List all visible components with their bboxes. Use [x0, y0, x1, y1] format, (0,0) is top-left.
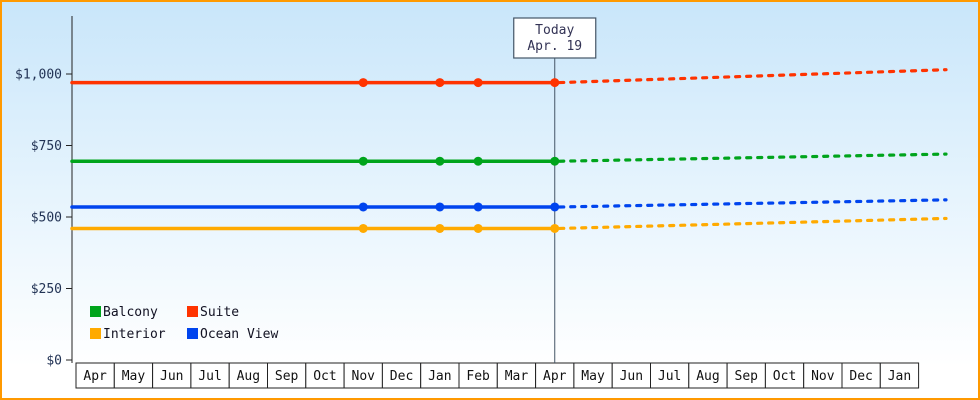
x-axis-month-cell: May [573, 362, 613, 389]
x-axis-month-label: Jan [428, 369, 451, 384]
x-axis-month-cell: Aug [688, 362, 728, 389]
series-marker [473, 78, 483, 88]
x-axis-month-label: Jun [160, 369, 183, 384]
series-marker [435, 223, 445, 233]
x-axis-month-label: Apr [83, 369, 107, 384]
x-axis-month-cell: Oct [764, 362, 805, 389]
series-marker [435, 156, 445, 166]
series-marker [358, 156, 368, 166]
series-marker [358, 78, 368, 88]
x-axis-month-cell: Feb [458, 362, 498, 389]
x-axis-month-label: May [122, 369, 146, 384]
legend-swatch [187, 328, 198, 339]
series-balcony [70, 152, 948, 166]
x-axis-month-label: Nov [811, 369, 835, 384]
x-axis-month-cell: Aug [228, 362, 268, 389]
x-axis-month-label: Dec [390, 369, 413, 384]
x-axis-month-cell: Jan [879, 362, 920, 389]
series-marker [435, 202, 445, 212]
x-axis-month-cell: Jun [611, 362, 652, 389]
x-axis-month-label: Apr [543, 369, 567, 384]
series-forecast-line [558, 68, 948, 85]
series-marker [550, 202, 560, 212]
x-axis-month-cell: Jun [152, 362, 192, 389]
series-marker [435, 78, 445, 88]
x-axis-month-cell: Dec [381, 362, 422, 389]
legend-label: Balcony [103, 305, 158, 320]
series-marker [473, 156, 483, 166]
x-axis-month-label: Nov [352, 369, 376, 384]
x-axis-month-label: Oct [313, 369, 336, 384]
y-axis-label: $0 [46, 354, 62, 369]
x-axis-month-label: Mar [505, 369, 529, 384]
series-ocean-view [70, 198, 948, 212]
x-axis-month-label: Sep [275, 369, 299, 384]
series-marker [358, 202, 368, 212]
x-axis-month-label: Jul [658, 369, 681, 384]
x-axis-month-label: Aug [237, 369, 260, 384]
x-axis-month-cell: Jul [650, 362, 690, 389]
x-axis-month-label: Oct [773, 369, 796, 384]
series-suite [70, 68, 948, 88]
x-axis-month-cell: Apr [535, 362, 575, 389]
x-axis-month-label: Aug [696, 369, 719, 384]
x-axis-month-cell: Nov [803, 362, 843, 389]
x-axis-month-cell: Sep [267, 362, 307, 389]
series-marker [473, 202, 483, 212]
legend-label: Ocean View [200, 327, 278, 342]
series-forecast-line [558, 198, 948, 209]
y-axis-label: $250 [31, 282, 62, 297]
series-marker [550, 78, 560, 88]
x-axis-month-cell: Apr [75, 362, 115, 389]
x-axis-month-cell: Dec [841, 362, 881, 389]
x-axis-month-cell: Nov [343, 362, 383, 389]
series-forecast-line [558, 152, 948, 163]
legend: Balcony Suite Interior Ocean View [90, 305, 278, 342]
x-axis-month-label: Feb [466, 369, 490, 384]
series-interior [70, 216, 948, 233]
legend-swatch [187, 306, 198, 317]
today-flag-date: Apr. 19 [527, 39, 582, 54]
x-axis-month-cell: Oct [305, 362, 345, 389]
series-marker [473, 223, 483, 233]
series-forecast-line [558, 216, 948, 231]
x-axis-month-label: Jun [620, 369, 643, 384]
legend-swatch [90, 306, 101, 317]
y-axis-label: $1,000 [15, 68, 62, 83]
x-axis-month-cell: Jul [190, 362, 230, 389]
legend-label: Interior [103, 327, 166, 342]
x-axis-month-label: Jan [888, 369, 911, 384]
x-axis-month-cell: Mar [496, 362, 537, 389]
legend-label: Suite [200, 305, 239, 320]
x-axis-month-label: Dec [849, 369, 872, 384]
series-marker [550, 156, 560, 166]
today-flag-title: Today [535, 23, 574, 38]
y-axis-label: $750 [31, 139, 62, 154]
x-axis-month-cell: Jan [420, 362, 460, 389]
series-marker [550, 223, 560, 233]
y-axis-label: $500 [31, 211, 62, 226]
x-axis-month-cell: May [113, 362, 154, 389]
legend-swatch [90, 328, 101, 339]
series-marker [358, 223, 368, 233]
x-axis-month-cell: Sep [726, 362, 766, 389]
x-axis-month-label: May [581, 369, 605, 384]
x-axis-month-label: Sep [735, 369, 759, 384]
x-axis-month-label: Jul [198, 369, 221, 384]
